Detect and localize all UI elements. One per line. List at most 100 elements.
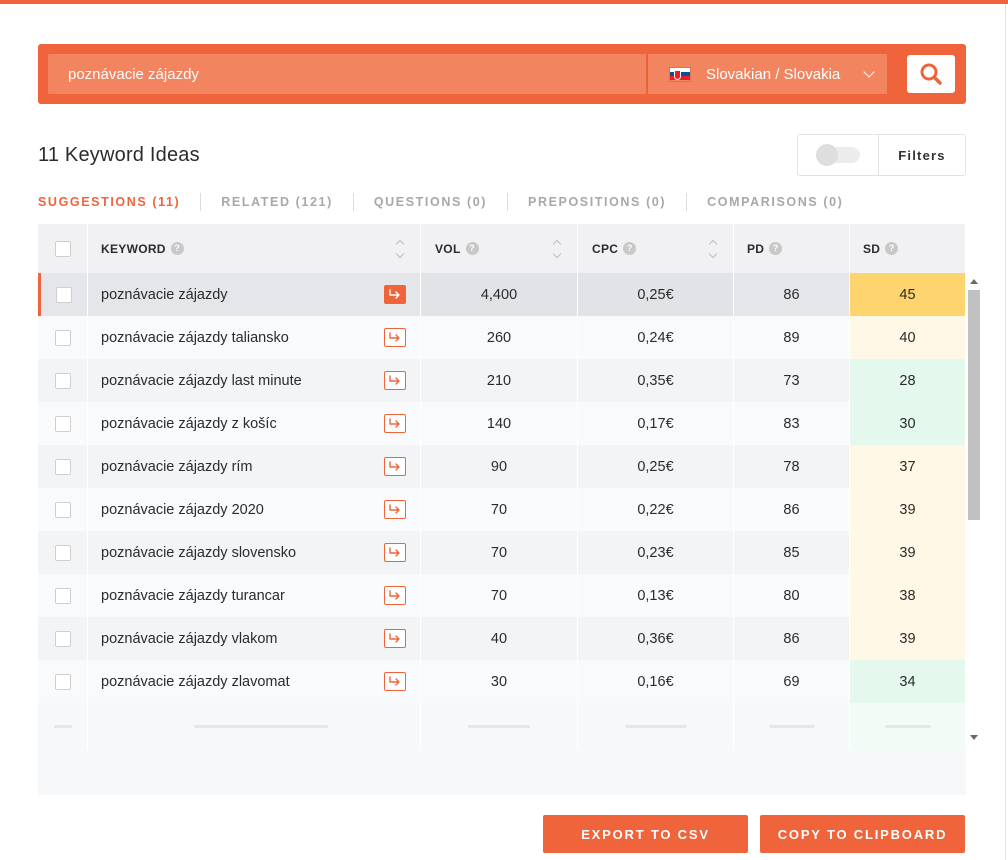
row-select-cell xyxy=(38,445,88,488)
table-row[interactable]: poznávacie zájazdy 2020 70 0,22€ 86 39 xyxy=(38,488,966,531)
sort-icon[interactable] xyxy=(396,241,404,257)
table-row[interactable]: poznávacie zájazdy slovensko 70 0,23€ 85 39 xyxy=(38,531,966,574)
vol-cell: 70 xyxy=(421,531,578,574)
table-row[interactable]: poznávacie zájazdy rím 90 0,25€ 78 37 xyxy=(38,445,966,488)
row-checkbox[interactable] xyxy=(54,329,71,346)
table-row[interactable]: poznávacie zájazdy 4,400 0,25€ 86 45 xyxy=(38,273,966,316)
sd-cell: 34 xyxy=(850,660,966,703)
table-row[interactable]: poznávacie zájazdy turancar 70 0,13€ 80 38 xyxy=(38,574,966,617)
keyword-cell[interactable]: poznávacie zájazdy xyxy=(88,273,421,316)
header-sd-label: SD xyxy=(863,241,881,256)
row-checkbox[interactable] xyxy=(54,501,71,518)
export-csv-button[interactable]: EXPORT TO CSV xyxy=(543,815,748,853)
cpc-cell: 0,17€ xyxy=(578,402,734,445)
cpc-cell: 0,23€ xyxy=(578,531,734,574)
keyword-text: poznávacie zájazdy rím xyxy=(101,458,253,475)
tab-divider xyxy=(507,193,509,211)
tab-divider xyxy=(200,193,202,211)
cpc-cell: 0,16€ xyxy=(578,660,734,703)
keyword-cell[interactable]: poznávacie zájazdy 2020 xyxy=(88,488,421,531)
header-vol[interactable]: VOL? xyxy=(421,224,578,273)
keyword-cell[interactable]: poznávacie zájazdy turancar xyxy=(88,574,421,617)
open-keyword-arrow-icon[interactable] xyxy=(384,457,406,476)
open-keyword-arrow-icon[interactable] xyxy=(384,285,406,304)
row-select-cell xyxy=(38,488,88,531)
open-keyword-arrow-icon[interactable] xyxy=(384,543,406,562)
vol-cell: 40 xyxy=(421,617,578,660)
table-scrollbar[interactable] xyxy=(966,274,982,745)
table-footer xyxy=(38,749,966,795)
row-checkbox[interactable] xyxy=(54,587,71,604)
keyword-cell[interactable]: poznávacie zájazdy slovensko xyxy=(88,531,421,574)
header-vol-label: VOL xyxy=(435,241,461,256)
header-pd[interactable]: PD? xyxy=(734,224,850,273)
copy-clipboard-button[interactable]: COPY TO CLIPBOARD xyxy=(760,815,965,853)
header-cpc-label: CPC xyxy=(592,241,619,256)
select-all-checkbox[interactable] xyxy=(54,240,71,257)
scroll-down-arrow-icon[interactable] xyxy=(970,735,978,740)
keyword-text: poznávacie zájazdy slovensko xyxy=(101,544,297,561)
header-cpc[interactable]: CPC? xyxy=(578,224,734,273)
help-icon[interactable]: ? xyxy=(170,242,184,255)
scroll-thumb[interactable] xyxy=(968,290,980,520)
table-body: poznávacie zájazdy 4,400 0,25€ 86 45 poznávac… xyxy=(38,273,966,703)
help-icon[interactable]: ? xyxy=(623,242,637,255)
vol-cell: 70 xyxy=(421,488,578,531)
tab-related[interactable]: RELATED (121) xyxy=(221,195,333,209)
keyword-cell[interactable]: poznávacie zájazdy rím xyxy=(88,445,421,488)
open-keyword-arrow-icon[interactable] xyxy=(384,629,406,648)
cpc-cell: 0,24€ xyxy=(578,316,734,359)
help-icon[interactable]: ? xyxy=(885,242,899,255)
pd-cell: 80 xyxy=(734,574,850,617)
row-checkbox[interactable] xyxy=(56,286,72,303)
open-keyword-arrow-icon[interactable] xyxy=(384,586,406,605)
help-icon[interactable]: ? xyxy=(769,242,783,255)
filter-toggle[interactable] xyxy=(798,135,879,175)
row-checkbox[interactable] xyxy=(54,415,71,432)
open-keyword-arrow-icon[interactable] xyxy=(384,328,406,347)
open-keyword-arrow-icon[interactable] xyxy=(384,672,406,691)
help-icon[interactable]: ? xyxy=(465,242,479,255)
table-row[interactable]: poznávacie zájazdy taliansko 260 0,24€ 89 40 xyxy=(38,316,966,359)
keyword-text: poznávacie zájazdy vlakom xyxy=(101,630,278,647)
keyword-cell[interactable]: poznávacie zájazdy vlakom xyxy=(88,617,421,660)
sd-cell: 40 xyxy=(850,316,966,359)
row-checkbox[interactable] xyxy=(54,372,71,389)
tab-questions[interactable]: QUESTIONS (0) xyxy=(373,195,488,209)
filters-button[interactable]: Filters xyxy=(898,147,946,163)
tab-prepositions[interactable]: PREPOSITIONS (0) xyxy=(528,195,667,209)
row-checkbox[interactable] xyxy=(54,673,71,690)
open-keyword-arrow-icon[interactable] xyxy=(384,414,406,433)
keyword-cell[interactable]: poznávacie zájazdy zlavomat xyxy=(88,660,421,703)
keyword-tabs: SUGGESTIONS (11) RELATED (121) QUESTIONS… xyxy=(38,190,843,214)
sort-icon[interactable] xyxy=(709,241,717,257)
vol-cell: 260 xyxy=(421,316,578,359)
keyword-cell[interactable]: poznávacie zájazdy z košíc xyxy=(88,402,421,445)
pd-cell: 89 xyxy=(734,316,850,359)
language-location-select[interactable]: Slovakian / Slovakia xyxy=(647,54,887,94)
table-row[interactable]: poznávacie zájazdy zlavomat 30 0,16€ 69 34 xyxy=(38,660,966,703)
table-row[interactable]: poznávacie zájazdy z košíc 140 0,17€ 83 30 xyxy=(38,402,966,445)
open-keyword-arrow-icon[interactable] xyxy=(384,371,406,390)
row-checkbox[interactable] xyxy=(54,544,71,561)
row-checkbox[interactable] xyxy=(54,630,71,647)
placeholder-cell xyxy=(734,703,850,749)
sort-icon[interactable] xyxy=(553,241,561,257)
filter-controls: Filters xyxy=(797,134,966,176)
keyword-cell[interactable]: poznávacie zájazdy last minute xyxy=(88,359,421,402)
scroll-up-arrow-icon[interactable] xyxy=(970,279,978,284)
vol-cell: 70 xyxy=(421,574,578,617)
header-keyword[interactable]: KEYWORD? xyxy=(88,224,421,273)
open-keyword-arrow-icon[interactable] xyxy=(384,500,406,519)
tab-suggestions[interactable]: SUGGESTIONS (11) xyxy=(38,195,181,209)
keyword-cell[interactable]: poznávacie zájazdy taliansko xyxy=(88,316,421,359)
keyword-ideas-title: 11 Keyword Ideas xyxy=(38,144,200,166)
keyword-search-input[interactable] xyxy=(48,54,646,94)
search-button[interactable] xyxy=(907,55,955,93)
header-sd[interactable]: SD? xyxy=(850,224,966,273)
pd-cell: 78 xyxy=(734,445,850,488)
table-row[interactable]: poznávacie zájazdy last minute 210 0,35€ 73… xyxy=(38,359,966,402)
table-row[interactable]: poznávacie zájazdy vlakom 40 0,36€ 86 39 xyxy=(38,617,966,660)
row-checkbox[interactable] xyxy=(54,458,71,475)
tab-comparisons[interactable]: COMPARISONS (0) xyxy=(707,195,844,209)
